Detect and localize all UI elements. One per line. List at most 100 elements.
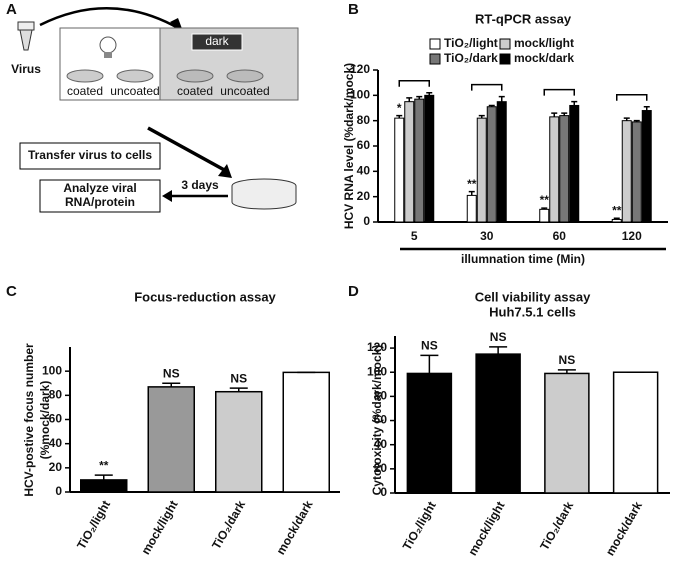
legend-swatch [429, 53, 441, 65]
bar [147, 386, 195, 493]
y-axis-label: HCV-postive focus number [22, 343, 36, 497]
error-bar [488, 104, 495, 107]
x-tick-label: mock/dark [603, 499, 645, 558]
error-bar [561, 112, 568, 116]
error-bar [498, 95, 505, 102]
error-bar [426, 92, 433, 96]
error-bar [396, 114, 403, 119]
y-tick-label: 0 [363, 214, 370, 228]
error-bar [406, 97, 413, 102]
x-tick-label: TiO₂/light [400, 499, 439, 553]
tube-icon [19, 29, 33, 51]
legend-label: TiO₂/dark [444, 51, 498, 65]
error-bar [643, 105, 650, 111]
y-axis-label: HCV RNA level (%dark/mock) [342, 63, 356, 229]
chart-title: Focus-reduction assay [134, 289, 276, 304]
bar [612, 371, 659, 494]
bar [282, 371, 330, 493]
bulb-icon [99, 36, 117, 54]
bar [539, 208, 550, 223]
analyze-label: Analyze viral [63, 181, 136, 195]
annotation: ** [540, 193, 550, 207]
bracket [616, 93, 648, 101]
arrow-head [218, 164, 232, 178]
y-tick-label: 20 [49, 460, 63, 474]
curved-arrow [39, 6, 179, 30]
arrow-head [162, 190, 172, 202]
y-tick-label: 100 [367, 364, 387, 378]
bracket [543, 88, 575, 96]
annotation: NS [230, 371, 247, 385]
bar [475, 353, 521, 494]
transfer-box [19, 142, 161, 170]
error-bar [489, 346, 508, 355]
error-bar [478, 114, 485, 119]
x-tick-label: 120 [622, 229, 642, 243]
bar [486, 106, 497, 223]
transfer-label: Transfer virus to cells [28, 148, 152, 162]
y-tick-label: 40 [374, 437, 388, 451]
bulb-base [104, 52, 112, 58]
error-bar [162, 382, 181, 387]
annotation: * [397, 101, 402, 115]
x-tick-label: 5 [411, 229, 418, 243]
legend-swatch [499, 38, 511, 50]
error-bar [571, 100, 578, 106]
legend-label: TiO₂/light [444, 36, 498, 50]
legend-swatch [429, 38, 441, 50]
tube-cap [17, 21, 35, 31]
days-label: 3 days [181, 178, 219, 192]
error-bar [557, 369, 576, 374]
bar [424, 94, 435, 223]
y-tick-label: 120 [350, 62, 370, 76]
dish-label: coated [67, 84, 103, 98]
analyze-label: RNA/protein [65, 195, 135, 209]
x-tick-label: 30 [480, 229, 494, 243]
error-bar [416, 95, 423, 100]
dish-icon [226, 69, 264, 83]
panel-label: B [348, 1, 359, 18]
y-tick-label: 0 [380, 485, 387, 499]
error-bar [541, 207, 548, 210]
x-tick-label: TiO₂/dark [209, 498, 248, 552]
virus-label: Virus [11, 62, 41, 76]
bar [559, 115, 570, 223]
bracket [471, 83, 503, 91]
bar [404, 101, 415, 223]
annotation: NS [490, 330, 507, 344]
bar [641, 110, 652, 223]
analyze-box [39, 179, 161, 213]
chart-subtitle: Huh7.5.1 cells [489, 304, 576, 319]
bar [549, 116, 560, 223]
x-tick-label: 60 [553, 229, 567, 243]
diagram: Virus dark coated uncoated coated uncoat… [11, 6, 299, 213]
chart-title: RT-qPCR assay [475, 11, 572, 26]
bar [414, 98, 425, 223]
dark-sign [191, 33, 243, 51]
y-axis-label: (%mock/dark) [38, 381, 52, 460]
bar [476, 117, 487, 223]
panel-label: C [6, 283, 17, 300]
bracket [398, 80, 430, 87]
bar [621, 120, 632, 223]
bar [406, 372, 453, 494]
error-bar [551, 112, 558, 117]
x-axis-label: illumnation time (Min) [461, 252, 585, 266]
error-bar [468, 190, 475, 196]
x-tick-label: mock/light [138, 498, 180, 557]
error-bar [94, 474, 113, 480]
y-tick-label: 60 [374, 413, 388, 427]
bar [544, 372, 590, 494]
x-tick-label: mock/light [465, 499, 507, 558]
annotation: NS [559, 353, 576, 367]
legend-label: mock/light [514, 36, 574, 50]
annotation: ** [467, 177, 477, 191]
bar [215, 390, 263, 493]
legend-label: mock/dark [514, 51, 574, 65]
bar [80, 479, 128, 493]
y-tick-label: 60 [357, 138, 371, 152]
x-tick-label: TiO₂/dark [537, 499, 576, 553]
error-bar [623, 117, 630, 121]
